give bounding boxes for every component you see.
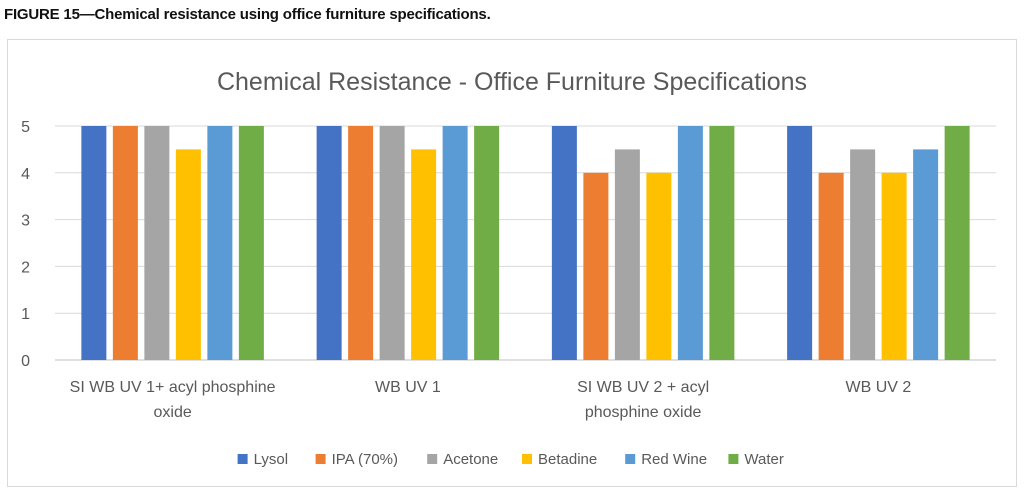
chart-frame: Chemical Resistance - Office Furniture S…: [7, 39, 1017, 487]
chart-title: Chemical Resistance - Office Furniture S…: [217, 68, 807, 96]
x-category-label: oxide: [154, 404, 192, 421]
bar-red-wine-2: [442, 126, 468, 360]
figure-caption: FIGURE 15—Chemical resistance using offi…: [4, 6, 491, 23]
y-tick-label: 3: [21, 213, 30, 230]
legend-item-water: Water: [728, 451, 784, 468]
bar-acetone-2: [379, 126, 405, 360]
y-tick-label: 0: [21, 353, 30, 370]
bar-betadine-3: [646, 172, 672, 360]
y-tick-label: 4: [21, 166, 30, 183]
legend-label: Water: [744, 451, 783, 468]
legend-label: IPA (70%): [332, 451, 398, 468]
bar-betadine-4: [881, 172, 907, 360]
bar-water-1: [238, 126, 264, 360]
bar-red-wine-3: [677, 126, 703, 360]
legend-label: Lysol: [254, 451, 288, 468]
legend-label: Betadine: [538, 451, 597, 468]
legend-item-acetone: Acetone: [427, 451, 498, 468]
bar-ipa-70-4: [818, 172, 844, 360]
legend: Lysol IPA (70%) Acetone Betadine Red Wine Wat…: [237, 451, 784, 468]
x-axis-labels: SI WB UV 1+ acyl phosphine oxide WB UV 1 SI…: [70, 379, 912, 421]
bar-ipa-70-1: [112, 126, 138, 360]
y-tick-label: 2: [21, 259, 30, 276]
bar-chart: Chemical Resistance - Office Furniture S…: [21, 68, 996, 468]
bar-betadine-2: [411, 149, 437, 360]
legend-swatch: [522, 454, 532, 464]
legend-swatch: [315, 454, 326, 464]
y-tick-label: 5: [21, 119, 30, 136]
y-axis-ticks: 0 1 2 3 4 5: [21, 119, 30, 370]
bar-lysol-2: [316, 126, 342, 360]
bars: [81, 126, 970, 360]
bar-acetone-1: [144, 126, 170, 360]
x-category-label: SI WB UV 2 + acyl: [577, 379, 709, 396]
legend-item-red-wine: Red Wine: [625, 451, 707, 468]
bar-lysol-3: [551, 126, 577, 360]
legend-swatch: [728, 454, 739, 464]
bar-ipa-70-3: [583, 172, 609, 360]
bar-water-3: [709, 126, 735, 360]
bar-betadine-1: [175, 149, 201, 360]
legend-item-lysol: Lysol: [237, 451, 288, 468]
x-category-label: SI WB UV 1+ acyl phosphine: [70, 379, 276, 396]
bar-ipa-70-2: [348, 126, 374, 360]
bar-water-2: [474, 126, 500, 360]
legend-swatch: [427, 454, 438, 464]
bar-red-wine-4: [913, 149, 939, 360]
bar-acetone-3: [614, 149, 640, 360]
x-category-label: WB UV 1: [375, 379, 441, 396]
bar-water-4: [944, 126, 970, 360]
x-category-label: phosphine oxide: [585, 404, 702, 421]
legend-label: Red Wine: [641, 451, 707, 468]
legend-swatch: [625, 454, 636, 464]
legend-item-betadine: Betadine: [522, 451, 597, 468]
y-tick-label: 1: [21, 306, 30, 323]
bar-red-wine-1: [207, 126, 233, 360]
legend-label: Acetone: [443, 451, 498, 468]
x-category-label: WB UV 2: [845, 379, 911, 396]
bar-lysol-1: [81, 126, 107, 360]
legend-swatch: [237, 454, 248, 464]
legend-item-ipa-70: IPA (70%): [315, 451, 398, 468]
bar-lysol-4: [787, 126, 813, 360]
bar-acetone-4: [850, 149, 876, 360]
